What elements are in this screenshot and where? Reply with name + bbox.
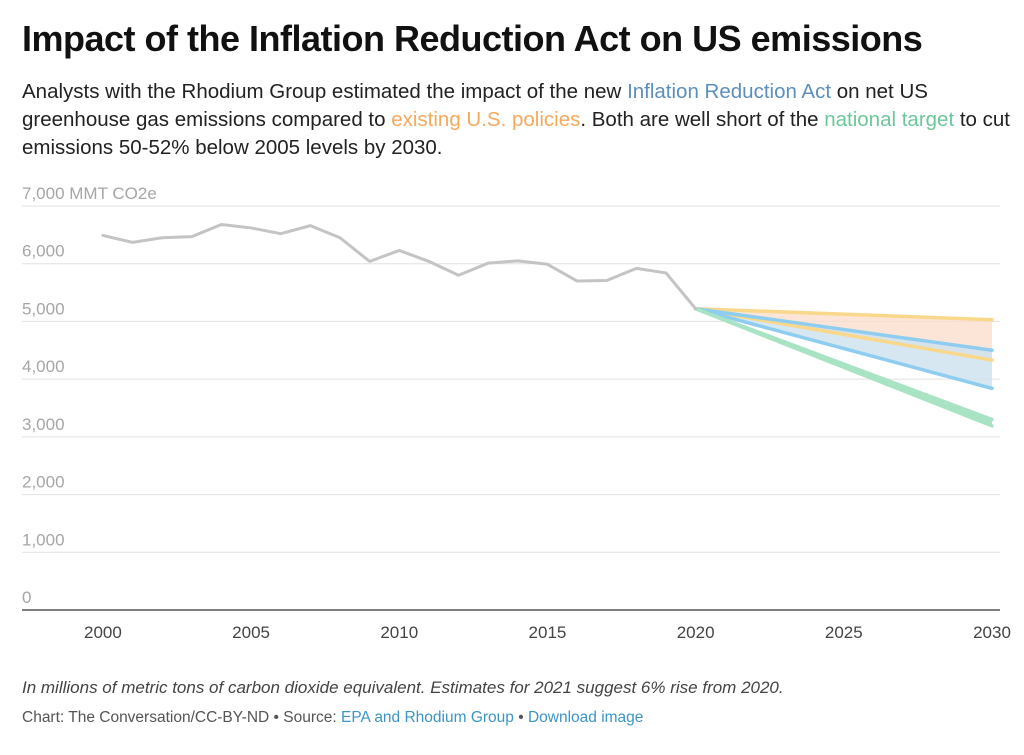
existing-policies-upper-line — [693, 306, 994, 322]
y-tick-label: 5,000 — [22, 299, 65, 318]
existing-policies-highlight: existing U.S. policies — [391, 108, 581, 131]
download-image-link[interactable]: Download image — [527, 709, 644, 726]
y-tick-label: 3,000 — [22, 415, 65, 434]
historical-emissions-line — [101, 222, 698, 311]
x-tick-label: 2005 — [232, 623, 270, 642]
subtitle-text: . Both are well short of the — [580, 108, 825, 131]
subtitle-text: Analysts with the Rhodium Group estimate… — [22, 80, 628, 103]
subtitle-text: on net US greenhouse gas emissions compa… — [22, 80, 928, 131]
chart-title: Impact of the Inflation Reduction Act on… — [22, 18, 923, 59]
x-tick-label: 2010 — [380, 623, 418, 642]
x-tick-label: 2030 — [973, 623, 1011, 642]
chart-subtitle: Analysts with the Rhodium Group estimate… — [22, 78, 1012, 162]
subtitle-text: to cut emissions 50-52% below 2005 level… — [22, 108, 1010, 159]
credit-text: Chart: The Conversation/CC-BY-ND • Sourc… — [22, 709, 341, 726]
national-target-lower-line — [693, 306, 994, 428]
credit-separator: • — [513, 709, 528, 726]
national-target-highlight: national target — [824, 108, 955, 131]
axis-ticks: 0 1,000 2,000 3,000 4,000 5,000 6,000 7,000 MMT… — [22, 184, 1011, 642]
y-tick-label: 6,000 — [22, 242, 65, 261]
ira-upper-line — [693, 306, 994, 353]
x-tick-label: 2020 — [677, 623, 715, 642]
x-tick-label: 2000 — [84, 623, 122, 642]
ira-highlight: Inflation Reduction Act — [627, 80, 832, 103]
source-link[interactable]: EPA and Rhodium Group — [341, 709, 514, 726]
y-tick-label: 2,000 — [22, 473, 65, 492]
x-tick-label: 2015 — [529, 623, 567, 642]
y-tick-label: 1,000 — [22, 530, 65, 549]
x-tick-label: 2025 — [825, 623, 863, 642]
chart-note: In millions of metric tons of carbon dio… — [22, 678, 784, 697]
existing-policies-band — [695, 308, 992, 361]
chart-credit: Chart: The Conversation/CC-BY-ND • Sourc… — [22, 709, 643, 727]
series-lines — [101, 222, 994, 428]
ira-lower-line — [693, 306, 994, 391]
y-tick-label: 0 — [22, 588, 31, 607]
grid-layer — [22, 205, 1000, 611]
emissions-chart: 0 1,000 2,000 3,000 4,000 5,000 6,000 7,000 MMT… — [22, 184, 1011, 642]
y-tick-label: 4,000 — [22, 357, 65, 376]
y-tick-label: 7,000 MMT CO2e — [22, 184, 157, 203]
